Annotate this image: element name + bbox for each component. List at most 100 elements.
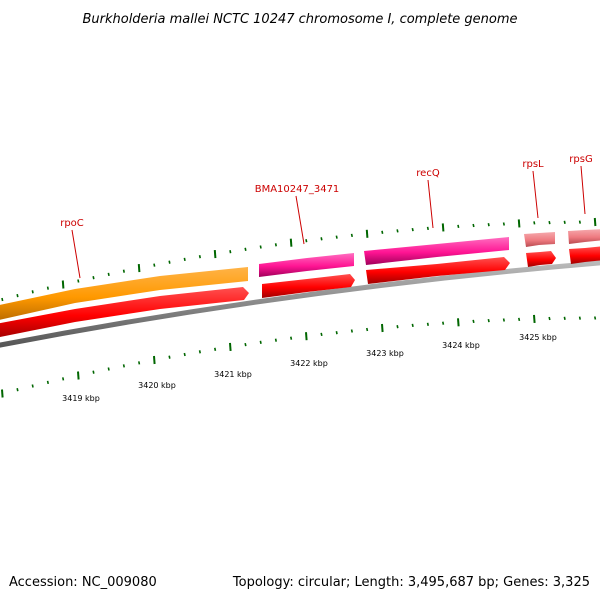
inner-major-tick xyxy=(1,389,4,398)
outer-minor-tick xyxy=(168,260,171,264)
inner-minor-tick xyxy=(335,331,338,335)
gene-label-rpsL[interactable]: rpsL xyxy=(522,159,544,170)
inner-major-tick xyxy=(533,314,536,323)
inner-major-tick xyxy=(153,355,156,365)
outer-minor-tick xyxy=(153,263,156,267)
gene-track xyxy=(0,229,600,322)
map-title: Burkholderia mallei NCTC 10247 chromosom… xyxy=(82,12,517,27)
outer-minor-tick xyxy=(77,279,80,283)
inner-minor-tick xyxy=(396,325,399,329)
inner-minor-tick xyxy=(138,361,141,365)
inner-minor-tick xyxy=(214,347,217,351)
outer-major-tick xyxy=(517,219,521,228)
outer-minor-tick xyxy=(411,227,414,232)
inner-minor-tick xyxy=(46,380,49,385)
outer-minor-tick xyxy=(396,229,399,233)
outer-minor-tick xyxy=(350,233,353,238)
outer-minor-tick xyxy=(548,220,551,225)
outer-minor-tick xyxy=(107,272,110,277)
cds-arrow-4[interactable] xyxy=(526,251,556,267)
ruler-label-3423: 3423 kbp xyxy=(366,349,404,358)
inner-minor-tick xyxy=(16,388,19,392)
inner-minor-tick xyxy=(274,338,277,342)
cds-arrow-1[interactable] xyxy=(0,287,249,339)
inner-minor-tick xyxy=(594,316,597,320)
inner-minor-tick xyxy=(472,319,475,324)
outer-minor-tick xyxy=(457,224,460,229)
outer-minor-tick xyxy=(92,276,95,280)
inner-minor-tick xyxy=(320,332,323,337)
gene-label-recQ[interactable]: recQ xyxy=(416,168,440,179)
outer-minor-tick xyxy=(183,257,186,262)
outer-minor-tick xyxy=(122,269,125,273)
outer-minor-tick xyxy=(320,237,323,241)
inner-minor-tick xyxy=(442,321,445,325)
inner-minor-tick xyxy=(92,370,95,374)
leader-BMA10247_3471 xyxy=(295,195,305,245)
outer-minor-tick xyxy=(259,245,262,249)
accession-text: Accession: NC_009080 xyxy=(9,575,157,590)
gene-arc-BMA10247_3471[interactable] xyxy=(259,253,354,277)
outer-tick-row xyxy=(1,217,597,302)
inner-minor-tick xyxy=(31,384,34,388)
inner-minor-tick xyxy=(548,316,551,321)
inner-minor-tick xyxy=(350,329,353,333)
ruler-label-3422: 3422 kbp xyxy=(290,359,328,368)
outer-major-tick xyxy=(213,250,217,259)
outer-minor-tick xyxy=(502,222,505,226)
cds-track xyxy=(0,246,600,339)
ruler-labels: 3419 kbp 3420 kbp 3421 kbp 3422 kbp 3423… xyxy=(62,333,557,403)
gene-labels: rpoC BMA10247_3471 recQ rpsL rpsG xyxy=(60,154,592,229)
gene-label-BMA10247_3471[interactable]: BMA10247_3471 xyxy=(255,184,340,195)
inner-minor-tick xyxy=(198,350,201,354)
inner-minor-tick xyxy=(487,318,490,323)
inner-minor-tick xyxy=(168,355,171,359)
outer-minor-tick xyxy=(305,239,308,243)
outer-major-tick xyxy=(137,264,141,273)
cds-arrow-5[interactable] xyxy=(569,246,600,264)
gene-leaders xyxy=(71,165,586,279)
cds-arrow-2[interactable] xyxy=(262,274,355,298)
leader-recQ xyxy=(427,179,434,229)
gene-label-rpsG[interactable]: rpsG xyxy=(569,154,592,165)
outer-minor-tick xyxy=(487,223,490,227)
gene-arc-rpoC[interactable] xyxy=(0,267,248,322)
cds-arrow-3[interactable] xyxy=(366,257,510,284)
outer-minor-tick xyxy=(472,223,475,228)
outer-minor-tick xyxy=(426,226,429,231)
gene-label-rpoC[interactable]: rpoC xyxy=(60,218,84,229)
inner-minor-tick xyxy=(578,316,581,320)
ruler-label-3421: 3421 kbp xyxy=(214,370,252,379)
inner-minor-tick xyxy=(563,316,566,320)
inner-major-tick xyxy=(381,323,384,333)
gene-arc-recQ[interactable] xyxy=(364,237,509,265)
ruler-label-3420: 3420 kbp xyxy=(138,381,176,390)
outer-minor-tick xyxy=(244,247,247,251)
inner-minor-tick xyxy=(518,317,521,322)
outer-major-tick xyxy=(61,280,65,289)
inner-minor-tick xyxy=(259,340,262,344)
inner-major-tick xyxy=(305,332,308,341)
inner-minor-tick xyxy=(122,364,125,368)
outer-minor-tick xyxy=(1,297,4,302)
gene-arc-rpsL[interactable] xyxy=(524,232,555,247)
inner-major-tick xyxy=(229,342,232,351)
outer-minor-tick xyxy=(16,293,19,298)
inner-minor-tick xyxy=(183,352,186,357)
inner-tick-row xyxy=(1,314,597,398)
outer-minor-tick xyxy=(274,243,277,247)
topology-text: Topology: circular; Length: 3,495,687 bp… xyxy=(232,575,590,590)
inner-minor-tick xyxy=(426,322,429,326)
outer-minor-tick xyxy=(381,230,384,234)
leader-rpsL xyxy=(532,170,539,219)
outer-minor-tick xyxy=(578,220,581,224)
ruler-label-3419: 3419 kbp xyxy=(62,394,100,403)
ruler-label-3424: 3424 kbp xyxy=(442,341,480,350)
genome-backbone xyxy=(0,260,600,348)
gene-arc-rpsG[interactable] xyxy=(568,229,600,244)
outer-minor-tick xyxy=(335,235,338,239)
inner-major-tick xyxy=(457,318,460,327)
inner-minor-tick xyxy=(290,336,293,340)
outer-minor-tick xyxy=(229,250,232,254)
